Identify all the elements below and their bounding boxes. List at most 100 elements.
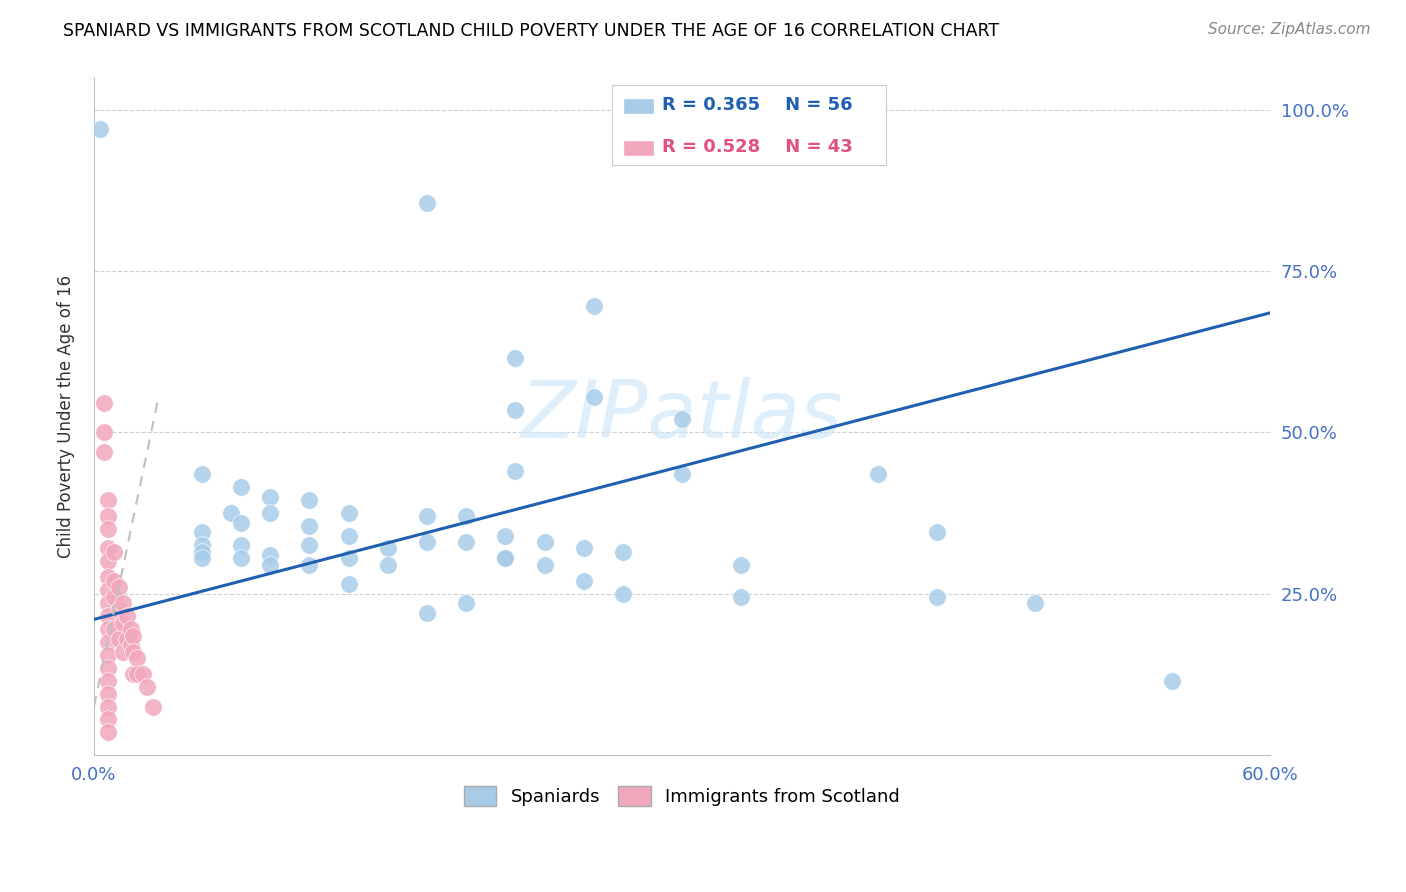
Point [97, 673, 120, 688]
Point [377, 558, 399, 572]
Point [229, 480, 252, 494]
Point [671, 412, 693, 426]
Point [298, 519, 321, 533]
Point [190, 525, 212, 540]
Point [416, 509, 439, 524]
Point [533, 535, 555, 549]
Point [337, 551, 360, 566]
Point [572, 541, 595, 556]
Text: Source: ZipAtlas.com: Source: ZipAtlas.com [1208, 22, 1371, 37]
Point [108, 603, 131, 617]
Point [97, 509, 120, 524]
Point [503, 402, 526, 417]
Point [612, 544, 634, 558]
Point [97, 635, 120, 649]
Point [416, 535, 439, 549]
Point [132, 667, 155, 681]
Point [582, 390, 605, 404]
Point [112, 645, 135, 659]
Point [125, 667, 148, 681]
Point [93, 396, 115, 410]
Point [93, 425, 115, 440]
Point [456, 535, 478, 549]
Point [416, 606, 439, 620]
Point [229, 516, 252, 530]
Point [456, 509, 478, 524]
Point [97, 699, 120, 714]
Point [108, 632, 131, 646]
Point [120, 622, 142, 636]
Point [1160, 673, 1182, 688]
Point [219, 506, 242, 520]
Point [103, 574, 125, 588]
Point [97, 687, 120, 701]
Point [866, 467, 889, 482]
Point [89, 122, 111, 136]
Point [117, 609, 139, 624]
Point [122, 645, 145, 659]
Point [298, 493, 321, 508]
Point [730, 590, 752, 604]
Point [93, 444, 115, 458]
Point [1024, 596, 1046, 610]
Point [112, 615, 135, 630]
Point [494, 528, 516, 542]
Point [337, 528, 360, 542]
Point [97, 725, 120, 739]
Point [97, 570, 120, 584]
Point [97, 522, 120, 536]
Point [377, 541, 399, 556]
Point [97, 622, 120, 636]
Point [103, 544, 125, 558]
Point [494, 551, 516, 566]
Point [190, 538, 212, 552]
Point [112, 596, 135, 610]
Point [456, 596, 478, 610]
Point [97, 713, 120, 727]
Point [97, 493, 120, 508]
Point [108, 580, 131, 594]
Point [337, 506, 360, 520]
Point [190, 551, 212, 566]
Text: R = 0.365    N = 56: R = 0.365 N = 56 [662, 96, 853, 114]
Point [97, 596, 120, 610]
Y-axis label: Child Poverty Under the Age of 16: Child Poverty Under the Age of 16 [58, 275, 75, 558]
Point [503, 464, 526, 478]
Point [97, 554, 120, 568]
Text: ZIPatlas: ZIPatlas [520, 377, 842, 455]
Point [671, 467, 693, 482]
Point [925, 525, 948, 540]
Point [120, 638, 142, 652]
Point [298, 538, 321, 552]
Point [612, 586, 634, 600]
Point [103, 590, 125, 604]
Point [730, 558, 752, 572]
Point [259, 548, 281, 562]
Point [494, 551, 516, 566]
Point [298, 558, 321, 572]
Point [122, 667, 145, 681]
Point [125, 651, 148, 665]
Point [925, 590, 948, 604]
Point [190, 467, 212, 482]
Point [827, 122, 849, 136]
Point [97, 648, 120, 662]
Point [97, 661, 120, 675]
Point [190, 544, 212, 558]
Point [142, 699, 165, 714]
Point [259, 490, 281, 504]
Text: R = 0.528    N = 43: R = 0.528 N = 43 [662, 138, 853, 156]
Point [97, 583, 120, 598]
Legend: Spaniards, Immigrants from Scotland: Spaniards, Immigrants from Scotland [457, 779, 907, 814]
Point [533, 558, 555, 572]
Point [503, 351, 526, 365]
Point [572, 574, 595, 588]
Point [416, 196, 439, 211]
Point [259, 558, 281, 572]
Point [229, 538, 252, 552]
Point [337, 577, 360, 591]
Point [135, 680, 157, 694]
Point [97, 541, 120, 556]
Point [97, 609, 120, 624]
Point [229, 551, 252, 566]
